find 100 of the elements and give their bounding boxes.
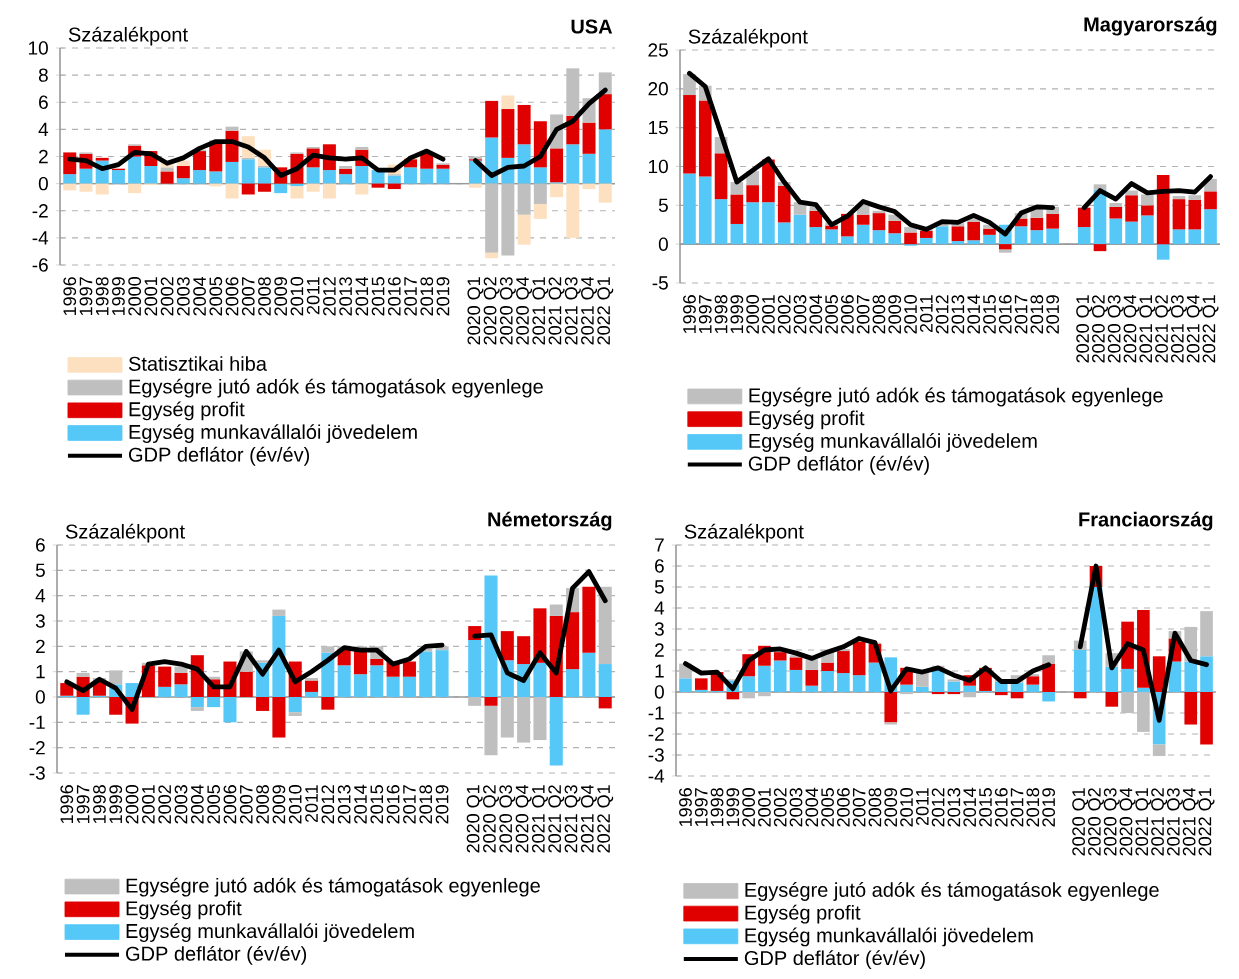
x-tick-label: 1998 bbox=[714, 295, 728, 333]
legend-label: Egység profit bbox=[129, 401, 245, 421]
x-tick-label: 2008 bbox=[868, 788, 882, 827]
y-tick-label: 0 bbox=[35, 690, 45, 704]
x-tick-label: 2017 bbox=[403, 785, 416, 824]
x-tick-label: 2005 bbox=[209, 277, 223, 316]
y-tick-label: 8 bbox=[38, 68, 48, 82]
x-tick-label: 2016 bbox=[994, 788, 1008, 827]
x-tick-label: 2019 bbox=[1046, 295, 1060, 334]
x-tick-label: 2009 bbox=[272, 785, 286, 824]
legend-label: GDP deflátor (év/év) bbox=[748, 455, 929, 475]
x-tick-label: 2012 bbox=[935, 295, 949, 334]
y-tick-label: -5 bbox=[652, 276, 668, 290]
x-tick-label: 2002 bbox=[773, 788, 787, 827]
x-tick-label: 2012 bbox=[931, 788, 945, 827]
y-tick-label: 15 bbox=[648, 121, 668, 135]
legend-label: Egységre jutó adók és támogatások egyenlege bbox=[749, 387, 1163, 407]
y-tick-label: 1 bbox=[655, 664, 664, 678]
x-tick-label: 2015 bbox=[983, 295, 996, 334]
chart-title: Németország bbox=[488, 511, 612, 531]
legend-label: Egységre jutó adók és támogatások egyenlege bbox=[126, 877, 540, 897]
x-tick-label: 2005 bbox=[207, 785, 221, 824]
y-tick-label: -4 bbox=[32, 231, 49, 245]
x-tick-label: 2020 Q4 bbox=[1123, 294, 1140, 363]
x-tick-label: 2014 bbox=[963, 787, 977, 827]
x-tick-label: 2004 bbox=[805, 787, 819, 827]
x-tick-label: 2021 Q1 bbox=[531, 785, 548, 853]
x-tick-label: 2020 Q4 bbox=[516, 276, 533, 345]
x-tick-label: 2020 Q4 bbox=[515, 784, 532, 853]
y-tick-label: 10 bbox=[28, 41, 48, 55]
x-tick-label: 2014 bbox=[354, 784, 367, 824]
x-tick-label: 2002 bbox=[777, 295, 791, 334]
legend-label: Egységre jutó adók és támogatások egyenlege bbox=[745, 882, 1159, 901]
x-tick-label: 2001 bbox=[762, 295, 775, 334]
y-tick-label: -3 bbox=[29, 766, 45, 780]
y-tick-label: -2 bbox=[32, 204, 48, 218]
chart-title: Franciaország bbox=[1079, 511, 1213, 531]
y-tick-label: 0 bbox=[38, 176, 48, 191]
x-tick-label: 2007 bbox=[241, 277, 255, 316]
x-tick-label: 2022 Q1 bbox=[597, 277, 614, 345]
x-tick-label: 2021 Q3 bbox=[564, 277, 581, 345]
x-tick-label: 2021 Q4 bbox=[1182, 787, 1199, 856]
x-tick-label: 2018 bbox=[419, 785, 433, 824]
y-tick-label: 1 bbox=[36, 665, 45, 679]
x-tick-label: 2020 Q2 bbox=[1092, 295, 1108, 363]
x-tick-label: 2010 bbox=[904, 295, 917, 334]
x-tick-label: 2014 bbox=[967, 294, 981, 334]
legend-label: Egység munkavállalói jövedelem bbox=[745, 927, 1033, 947]
x-tick-label: 2006 bbox=[836, 788, 850, 827]
y-tick-label: 5 bbox=[654, 580, 664, 594]
legend-label: Egység munkavállalói jövedelem bbox=[129, 424, 417, 444]
legend-label: Egység munkavállalói jövedelem bbox=[126, 923, 414, 943]
legend-label: GDP deflátor (év/év) bbox=[744, 950, 925, 970]
x-tick-label: 2000 bbox=[125, 785, 139, 824]
x-tick-label: 2003 bbox=[174, 785, 188, 824]
y-tick-label: 2 bbox=[39, 149, 48, 164]
x-tick-label: 1998 bbox=[93, 785, 106, 823]
x-tick-label: 2006 bbox=[223, 785, 237, 824]
y-axis-title: Százalékpont bbox=[65, 523, 185, 543]
x-tick-label: 2003 bbox=[789, 788, 803, 827]
y-tick-label: 3 bbox=[35, 614, 45, 628]
x-tick-label: 2022 Q1 bbox=[1198, 788, 1215, 856]
x-tick-label: 2021 Q2 bbox=[1155, 295, 1172, 363]
x-tick-label: 2021 Q1 bbox=[1135, 788, 1152, 856]
x-tick-label: 2012 bbox=[321, 785, 335, 824]
x-tick-label: 2002 bbox=[158, 785, 172, 824]
x-tick-label: 2016 bbox=[998, 295, 1012, 334]
x-tick-label: 2009 bbox=[888, 295, 902, 334]
legend-label: Egység munkavállalói jövedelem bbox=[749, 433, 1037, 452]
x-tick-label: 2007 bbox=[856, 295, 870, 334]
y-tick-label: 2 bbox=[36, 639, 45, 653]
x-tick-label: 2007 bbox=[239, 785, 253, 824]
x-tick-label: 2020 Q1 bbox=[467, 277, 484, 345]
x-tick-label: 2021 Q3 bbox=[1166, 788, 1183, 856]
y-tick-label: -1 bbox=[648, 706, 664, 720]
x-tick-label: 2006 bbox=[225, 277, 239, 316]
x-tick-label: 2015 bbox=[371, 277, 385, 316]
x-tick-label: 2013 bbox=[947, 788, 961, 827]
legend-label: Egység profit bbox=[745, 904, 861, 924]
x-tick-label: 2013 bbox=[951, 295, 965, 334]
x-tick-label: 1996 bbox=[679, 788, 692, 826]
x-tick-label: 1998 bbox=[710, 788, 724, 826]
x-tick-label: 2018 bbox=[1030, 295, 1044, 334]
x-tick-label: 2011 bbox=[306, 277, 320, 315]
x-tick-label: 2002 bbox=[160, 277, 174, 316]
x-tick-label: 2001 bbox=[144, 277, 158, 316]
y-tick-label: 4 bbox=[35, 589, 46, 603]
x-tick-label: 2011 bbox=[305, 785, 318, 823]
x-tick-label: 2020 Q1 bbox=[466, 785, 483, 853]
legend-label: Egységre jutó adók és támogatások egyenlege bbox=[129, 378, 543, 398]
x-tick-label: 1996 bbox=[63, 277, 77, 315]
x-tick-label: 2007 bbox=[852, 788, 866, 827]
x-tick-label: 2006 bbox=[840, 295, 854, 334]
x-tick-label: 2019 bbox=[436, 277, 450, 316]
y-tick-label: 6 bbox=[39, 95, 48, 109]
x-tick-label: 2013 bbox=[337, 785, 351, 824]
y-tick-label: -1 bbox=[29, 715, 45, 729]
x-tick-label: 2004 bbox=[190, 784, 204, 824]
chart-title: USA bbox=[571, 19, 613, 34]
x-tick-label: 2014 bbox=[355, 276, 369, 316]
